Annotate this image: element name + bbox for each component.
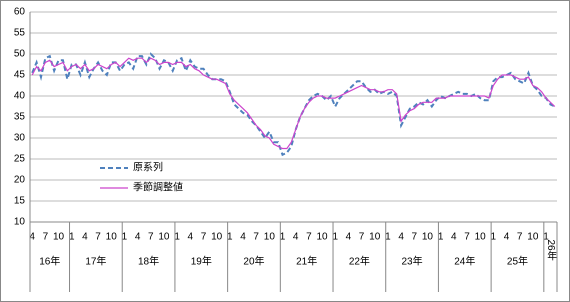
year-label: 24年 — [454, 255, 475, 268]
x-tick-label: 1 — [385, 232, 391, 243]
x-tick-label: 1 — [280, 232, 286, 243]
x-tick-label: 1 — [122, 232, 128, 243]
y-tick-label: 25 — [14, 154, 26, 165]
y-tick-label: 40 — [14, 91, 26, 102]
y-tick-label: 35 — [14, 112, 26, 123]
year-label: 23年 — [402, 255, 423, 268]
x-tick-label: 1 — [227, 232, 233, 243]
x-tick-label: 4 — [29, 232, 35, 243]
y-tick-label: 20 — [14, 175, 26, 186]
year-label: 22年 — [349, 255, 370, 268]
year-label: 16年 — [39, 255, 60, 268]
y-tick-label: 10 — [14, 217, 26, 228]
y-tick-label: 30 — [14, 133, 26, 144]
x-tick-label: 10 — [369, 232, 381, 243]
year-label: 25年 — [507, 255, 528, 268]
x-tick-label: 1 — [543, 232, 549, 243]
y-tick-label: 55 — [14, 28, 26, 39]
x-tick-label: 4 — [451, 232, 457, 243]
legend-label: 原系列 — [133, 161, 163, 174]
legend-label: 季節調整値 — [133, 181, 183, 194]
x-tick-label: 10 — [475, 232, 487, 243]
x-tick-label: 1 — [332, 232, 338, 243]
x-tick-label: 10 — [158, 232, 170, 243]
x-tick-label: 7 — [359, 232, 365, 243]
y-tick-label: 50 — [14, 49, 26, 60]
x-tick-label: 10 — [264, 232, 276, 243]
x-tick-label: 7 — [95, 232, 101, 243]
year-label: 17年 — [85, 255, 106, 268]
x-tick-label: 7 — [43, 232, 49, 243]
year-label: 18年 — [138, 255, 159, 268]
year-label: 21年 — [296, 255, 317, 268]
x-tick-label: 7 — [464, 232, 470, 243]
x-tick-label: 4 — [346, 232, 352, 243]
x-tick-label: 7 — [253, 232, 259, 243]
x-tick-label: 1 — [438, 232, 444, 243]
x-tick-label: 4 — [82, 232, 88, 243]
x-tick-label: 10 — [422, 232, 434, 243]
y-tick-label: 60 — [14, 7, 26, 18]
x-tick-label: 10 — [527, 232, 539, 243]
x-tick-label: 4 — [135, 232, 141, 243]
x-tick-label: 10 — [53, 232, 65, 243]
x-tick-label: 4 — [240, 232, 246, 243]
year-label: 20年 — [243, 255, 264, 268]
x-tick-label: 7 — [148, 232, 154, 243]
y-tick-label: 15 — [14, 196, 26, 207]
x-tick-label: 1 — [69, 232, 75, 243]
x-tick-label: 4 — [293, 232, 299, 243]
series-line — [31, 57, 556, 150]
year-label: 19年 — [191, 255, 212, 268]
x-tick-label: 1 — [491, 232, 497, 243]
x-tick-label: 4 — [504, 232, 510, 243]
x-tick-label: 7 — [201, 232, 207, 243]
x-tick-label: 10 — [316, 232, 328, 243]
x-tick-label: 1 — [174, 232, 180, 243]
x-tick-label: 10 — [106, 232, 118, 243]
x-tick-label: 7 — [306, 232, 312, 243]
year-label: 26年 — [545, 239, 557, 261]
x-tick-label: 10 — [211, 232, 223, 243]
series-line — [31, 52, 556, 157]
y-tick-label: 45 — [14, 70, 26, 81]
x-tick-label: 4 — [188, 232, 194, 243]
x-tick-label: 7 — [517, 232, 523, 243]
x-tick-label: 7 — [411, 232, 417, 243]
x-tick-label: 4 — [398, 232, 404, 243]
